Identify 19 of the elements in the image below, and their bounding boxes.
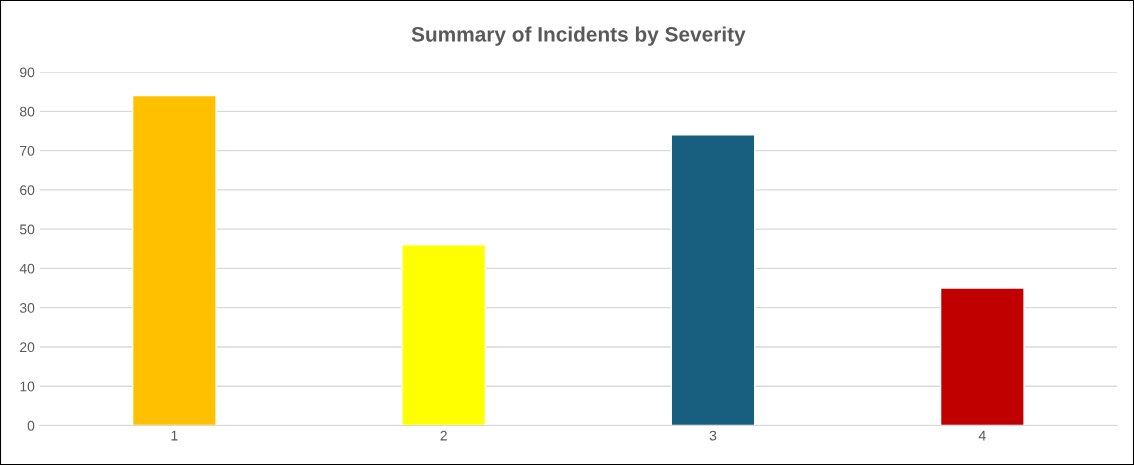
y-tick-label: 40: [19, 263, 35, 274]
y-tick-label: 90: [20, 67, 35, 78]
x-tick-label: 1: [171, 430, 178, 441]
x-tick-label: 3: [709, 430, 717, 441]
y-tick-label: 30: [19, 303, 35, 313]
bar: [401, 244, 487, 426]
y-tick-label: 20: [20, 342, 35, 353]
x-tick-label: 2: [440, 430, 447, 441]
y-tick-label: 10: [20, 381, 35, 392]
y-tick-label: 70: [20, 145, 35, 156]
bar: [131, 94, 217, 426]
y-tick-label: 60: [20, 185, 35, 196]
y-tick-label: 50: [19, 224, 35, 235]
x-tick-label: 4: [978, 430, 986, 441]
y-tick-label: 80: [19, 106, 35, 117]
bar: [670, 134, 756, 426]
bar: [939, 287, 1025, 426]
chart-title: Summary of Incidents by Severity: [411, 26, 746, 46]
y-tick-label: 0: [27, 420, 35, 431]
